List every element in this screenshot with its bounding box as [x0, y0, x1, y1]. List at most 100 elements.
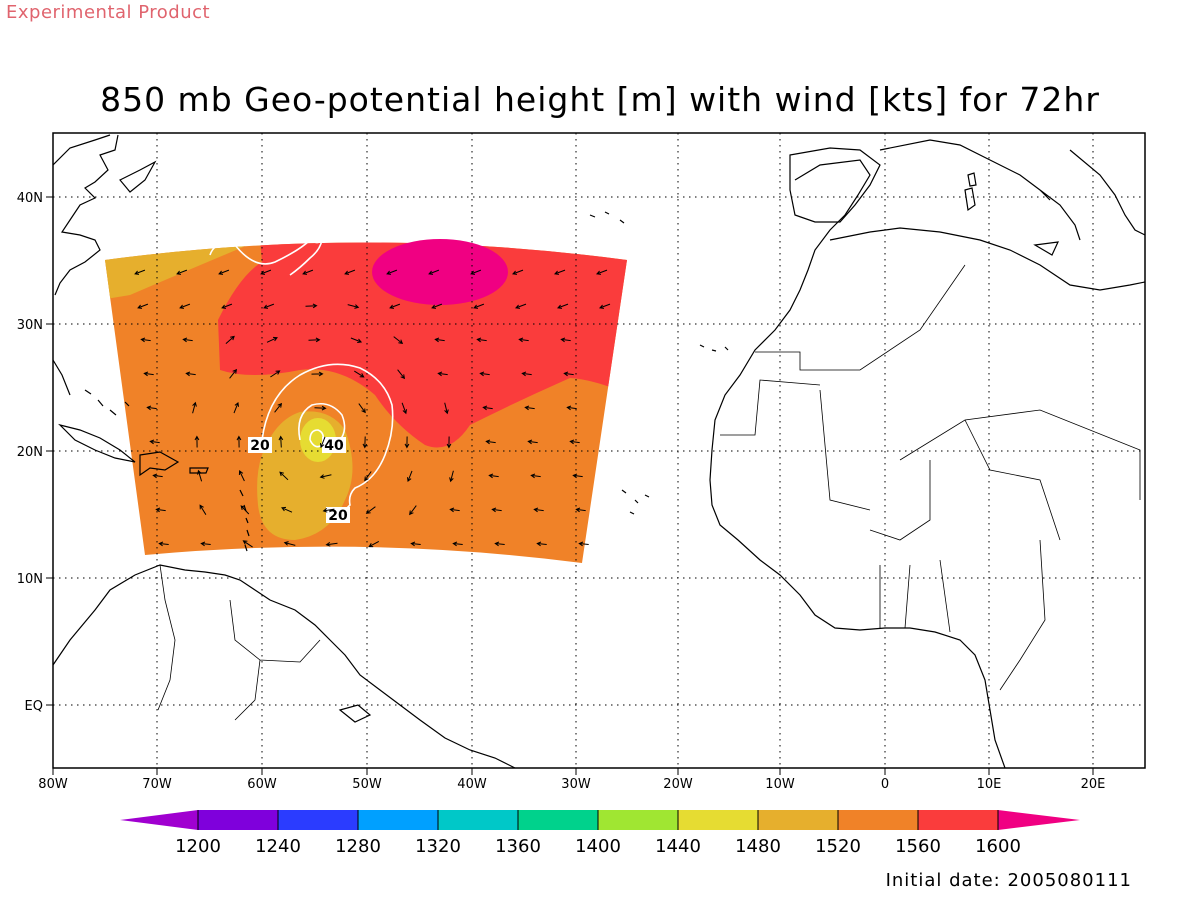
wind-vector [569, 439, 580, 445]
wind-vector [225, 335, 235, 344]
contour-40-storm [298, 402, 346, 441]
wind-vector [536, 541, 547, 547]
wind-vector [389, 303, 401, 309]
cape-verde [621, 489, 650, 515]
wind-vector [557, 303, 569, 309]
colorbar-label-1280: 1280 [335, 836, 381, 857]
wind-vector [146, 405, 157, 411]
wind-vector [533, 507, 544, 513]
wind-vector [263, 303, 275, 309]
wind-vector [182, 337, 193, 343]
wind-vector [278, 435, 284, 448]
wind-vector [314, 405, 327, 411]
puerto-rico [189, 467, 209, 474]
north-america-coast [53, 134, 119, 296]
wind-vector [449, 507, 460, 513]
colorbar-label-1600: 1600 [975, 836, 1021, 857]
latitude-labels: 40N 30N 20N 10N EQ [17, 191, 43, 714]
colorbar-label-1560: 1560 [895, 836, 941, 857]
wind-vector [302, 269, 314, 275]
africa-borders [720, 264, 1141, 691]
wind-vector [473, 303, 485, 309]
colorbar-segment-1 [198, 810, 278, 830]
contour-label-20-west: 20 [250, 438, 270, 454]
colorbar-label-1200: 1200 [175, 836, 221, 857]
wind-vector [491, 507, 502, 513]
contour-20-north [209, 238, 323, 276]
lat-label-10n: 10N [17, 572, 43, 587]
longitude-labels: 80W 70W 60W 50W 40W 30W 20W 10W 0 10E 20… [38, 777, 1105, 792]
lat-label-40n: 40N [17, 191, 43, 206]
colorbar-segment-6 [598, 810, 678, 830]
france-italy [879, 139, 1081, 241]
wind-vector [152, 473, 163, 479]
lat-label-eq: EQ [25, 699, 43, 714]
wind-vector [137, 303, 149, 309]
wind-vector [192, 401, 197, 414]
wind-vector [364, 471, 372, 482]
colorbar-high-arrow [998, 810, 1080, 830]
wind-vector [449, 470, 454, 483]
wind-vector [393, 336, 404, 345]
lon-label-20w: 20W [663, 777, 693, 792]
colorbar-segment-7 [678, 810, 758, 830]
wind-vector [350, 337, 363, 343]
sicily [1033, 241, 1060, 256]
wind-vector [407, 470, 413, 483]
wind-vector [386, 269, 398, 275]
wind-vector [311, 371, 324, 377]
wind-vector [221, 303, 233, 309]
wind-vector [572, 473, 583, 479]
wind-vector [242, 540, 253, 548]
wind-vector [488, 473, 499, 479]
wind-vector [325, 541, 338, 547]
south-america-coast [53, 564, 516, 768]
wind-vector [354, 370, 365, 378]
wind-vector [283, 541, 296, 546]
florida-coast [53, 359, 71, 396]
wind-vector [240, 505, 250, 515]
wind-vector [404, 436, 410, 449]
wind-vector [279, 471, 289, 481]
nova-scotia-coast [119, 160, 157, 193]
iberia [789, 147, 881, 223]
colorbar-label-1480: 1480 [735, 836, 781, 857]
wind-vector [305, 303, 318, 309]
contour-label-group: 20 40 20 [248, 437, 350, 524]
wind-vectors [134, 269, 611, 548]
wind-vector [179, 303, 191, 309]
colorbar-label-1360: 1360 [495, 836, 541, 857]
marajo-island [338, 704, 372, 723]
initial-date: Initial date: 2005080111 [885, 870, 1132, 891]
colorbar-low-arrow [120, 810, 198, 830]
lon-label-40w: 40W [457, 777, 487, 792]
wind-vector [194, 435, 200, 448]
wind-vector [485, 439, 496, 445]
wind-vector [409, 505, 417, 516]
balkans-greece [1069, 149, 1145, 236]
sardinia-corsica [964, 172, 977, 212]
wind-vector [270, 370, 281, 378]
wind-vector [444, 402, 449, 415]
wind-vector [515, 303, 527, 309]
south-america-borders [157, 564, 321, 721]
wind-vector [560, 337, 571, 343]
wind-vector [134, 269, 146, 275]
wind-vector [347, 304, 360, 309]
wind-vector [319, 474, 332, 479]
wind-vector [365, 506, 376, 514]
lon-label-50w: 50W [352, 777, 382, 792]
wind-vector [233, 401, 239, 414]
mediterranean-coast [829, 227, 1145, 291]
hispaniola [139, 451, 180, 477]
wind-vector [578, 541, 589, 547]
wind-vector [428, 269, 440, 275]
wind-vector [322, 508, 335, 513]
wind-vector [446, 436, 452, 449]
wind-vector [176, 269, 188, 275]
lon-label-10e: 10E [977, 777, 1002, 792]
wind-vector [521, 371, 532, 377]
wind-vector [236, 435, 242, 448]
colorbar: 1200 1240 1280 1320 1360 1400 1440 1480 … [120, 810, 1080, 857]
wind-vector [229, 368, 238, 379]
